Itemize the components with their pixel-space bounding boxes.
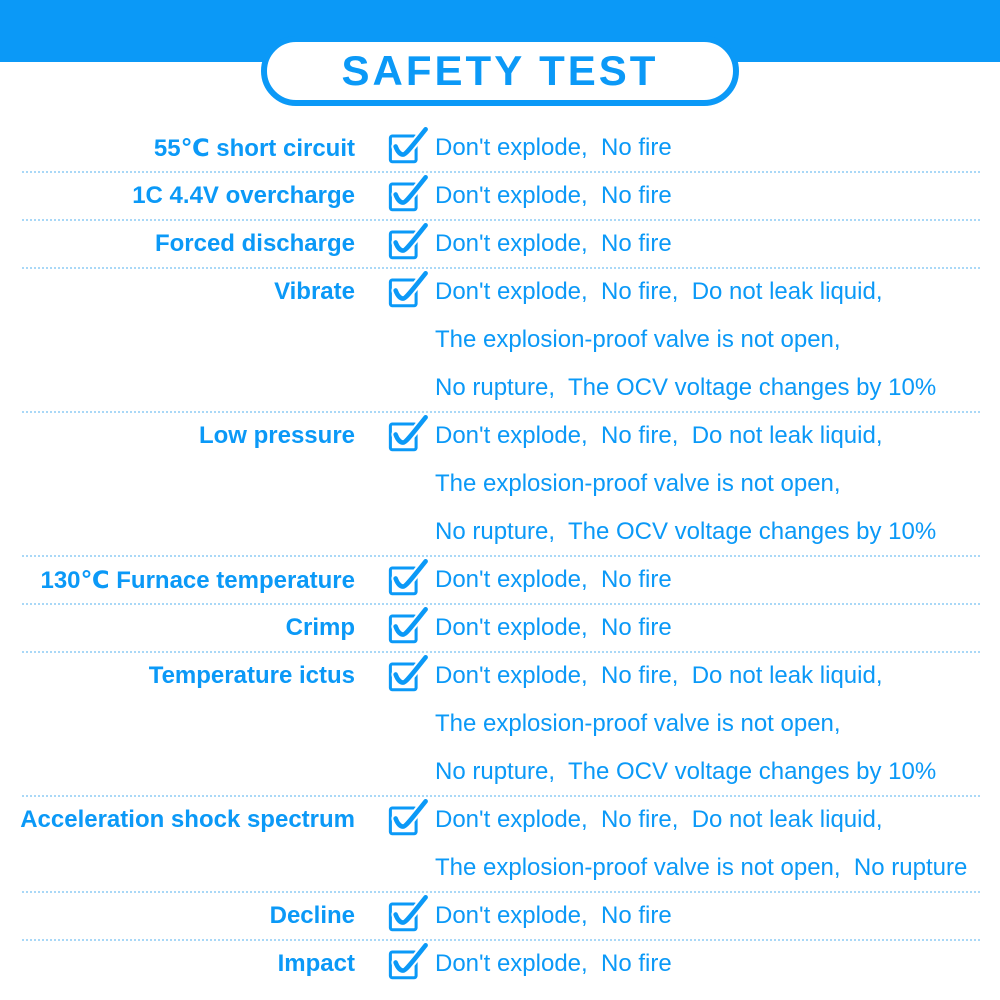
checkbox-cell bbox=[355, 797, 435, 838]
test-name: Vibrate bbox=[274, 278, 355, 305]
checked-checkbox-icon bbox=[388, 893, 430, 932]
test-name: Crimp bbox=[285, 614, 355, 641]
test-result-line: Don't explode, No fire, Do not leak liqu… bbox=[435, 422, 883, 449]
page-title: SAFETY TEST bbox=[341, 47, 659, 94]
test-row-main-line: Temperature ictus Don't explode, No fire… bbox=[0, 652, 1000, 700]
test-name: 130℃ Furnace temperature bbox=[40, 566, 355, 594]
checkbox-cell bbox=[355, 413, 435, 454]
checked-checkbox-icon bbox=[388, 221, 430, 260]
test-name: Temperature ictus bbox=[148, 662, 355, 689]
test-row: Temperature ictus Don't explode, No fire… bbox=[0, 652, 1000, 797]
test-row: 55℃ short circuit Don't explode, No fire bbox=[0, 124, 1000, 173]
test-row-main-line: Forced discharge Don't explode, No fire bbox=[0, 220, 1000, 268]
test-row: Vibrate Don't explode, No fire, Do not l… bbox=[0, 268, 1000, 413]
test-name: Acceleration shock spectrum bbox=[20, 806, 355, 833]
checked-checkbox-icon bbox=[388, 557, 430, 596]
test-result-line: The explosion-proof valve is not open, N… bbox=[435, 854, 968, 881]
test-row-continuation-line: No rupture, The OCV voltage changes by 1… bbox=[0, 748, 1000, 796]
test-result-line: No rupture, The OCV voltage changes by 1… bbox=[435, 374, 937, 401]
test-name: Low pressure bbox=[198, 422, 355, 449]
test-row-main-line: Low pressure Don't explode, No fire, Do … bbox=[0, 412, 1000, 460]
test-result-line: Don't explode, No fire bbox=[435, 134, 672, 161]
test-name: Decline bbox=[269, 902, 355, 929]
test-result-line: The explosion-proof valve is not open, bbox=[435, 326, 841, 353]
test-row-continuation-line: The explosion-proof valve is not open, bbox=[0, 316, 1000, 364]
row-separator bbox=[22, 555, 980, 557]
test-row-continuation-line: No rupture, The OCV voltage changes by 1… bbox=[0, 508, 1000, 556]
test-row-main-line: Impact Don't explode, No fire bbox=[0, 940, 1000, 988]
test-row-main-line: Decline Don't explode, No fire bbox=[0, 892, 1000, 940]
row-separator bbox=[22, 267, 980, 269]
checkbox-cell bbox=[355, 557, 435, 598]
test-name: 1C 4.4V overcharge bbox=[132, 182, 355, 209]
test-row-continuation-line: The explosion-proof valve is not open, bbox=[0, 700, 1000, 748]
test-row: Acceleration shock spectrum Don't explod… bbox=[0, 796, 1000, 893]
row-separator bbox=[22, 651, 980, 653]
checkbox-cell bbox=[355, 605, 435, 646]
test-row: Forced discharge Don't explode, No fire bbox=[0, 220, 1000, 269]
checked-checkbox-icon bbox=[388, 269, 430, 308]
test-row-continuation-line: No rupture, The OCV voltage changes by 1… bbox=[0, 364, 1000, 412]
checkbox-cell bbox=[355, 173, 435, 214]
test-row-main-line: 55℃ short circuit Don't explode, No fire bbox=[0, 124, 1000, 172]
row-separator bbox=[22, 603, 980, 605]
checked-checkbox-icon bbox=[388, 605, 430, 644]
checkbox-cell bbox=[355, 125, 435, 166]
row-separator bbox=[22, 891, 980, 893]
checked-checkbox-icon bbox=[388, 413, 430, 452]
test-row-main-line: 1C 4.4V overcharge Don't explode, No fir… bbox=[0, 172, 1000, 220]
test-row: Crimp Don't explode, No fire bbox=[0, 604, 1000, 653]
checked-checkbox-icon bbox=[388, 173, 430, 212]
test-row-main-line: 130℃ Furnace temperature Don't explode, … bbox=[0, 556, 1000, 604]
test-result-line: The explosion-proof valve is not open, bbox=[435, 710, 841, 737]
title-pill: SAFETY TEST bbox=[261, 36, 739, 106]
checked-checkbox-icon bbox=[388, 653, 430, 692]
safety-test-list: 55℃ short circuit Don't explode, No fire… bbox=[0, 124, 1000, 988]
checked-checkbox-icon bbox=[388, 797, 430, 836]
test-result-line: Don't explode, No fire bbox=[435, 182, 672, 209]
test-row-main-line: Crimp Don't explode, No fire bbox=[0, 604, 1000, 652]
row-separator bbox=[22, 939, 980, 941]
test-result-line: The explosion-proof valve is not open, bbox=[435, 470, 841, 497]
test-row-continuation-line: The explosion-proof valve is not open, bbox=[0, 460, 1000, 508]
row-separator bbox=[22, 219, 980, 221]
row-separator bbox=[22, 171, 980, 173]
test-result-line: Don't explode, No fire bbox=[435, 230, 672, 257]
checkbox-cell bbox=[355, 893, 435, 934]
test-row: 130℃ Furnace temperature Don't explode, … bbox=[0, 556, 1000, 605]
checked-checkbox-icon bbox=[388, 125, 430, 164]
test-result-line: No rupture, The OCV voltage changes by 1… bbox=[435, 758, 937, 785]
test-name: 55℃ short circuit bbox=[153, 134, 355, 162]
checkbox-cell bbox=[355, 269, 435, 310]
test-row: 1C 4.4V overcharge Don't explode, No fir… bbox=[0, 172, 1000, 221]
test-name: Impact bbox=[277, 950, 355, 977]
row-separator bbox=[22, 411, 980, 413]
test-row-continuation-line: The explosion-proof valve is not open, N… bbox=[0, 844, 1000, 892]
test-row-main-line: Vibrate Don't explode, No fire, Do not l… bbox=[0, 268, 1000, 316]
test-result-line: Don't explode, No fire bbox=[435, 614, 672, 641]
test-name: Forced discharge bbox=[154, 230, 355, 257]
test-row: Low pressure Don't explode, No fire, Do … bbox=[0, 412, 1000, 557]
test-result-line: Don't explode, No fire bbox=[435, 566, 672, 593]
test-result-line: Don't explode, No fire, Do not leak liqu… bbox=[435, 662, 883, 689]
test-row: Decline Don't explode, No fire bbox=[0, 892, 1000, 941]
test-result-line: Don't explode, No fire bbox=[435, 902, 672, 929]
test-row: Impact Don't explode, No fire bbox=[0, 940, 1000, 988]
test-row-main-line: Acceleration shock spectrum Don't explod… bbox=[0, 796, 1000, 844]
checkbox-cell bbox=[355, 221, 435, 262]
checkbox-cell bbox=[355, 653, 435, 694]
test-result-line: Don't explode, No fire bbox=[435, 950, 672, 977]
test-result-line: Don't explode, No fire, Do not leak liqu… bbox=[435, 806, 883, 833]
row-separator bbox=[22, 795, 980, 797]
checked-checkbox-icon bbox=[388, 941, 430, 980]
checkbox-cell bbox=[355, 941, 435, 982]
test-result-line: No rupture, The OCV voltage changes by 1… bbox=[435, 518, 937, 545]
test-result-line: Don't explode, No fire, Do not leak liqu… bbox=[435, 278, 883, 305]
